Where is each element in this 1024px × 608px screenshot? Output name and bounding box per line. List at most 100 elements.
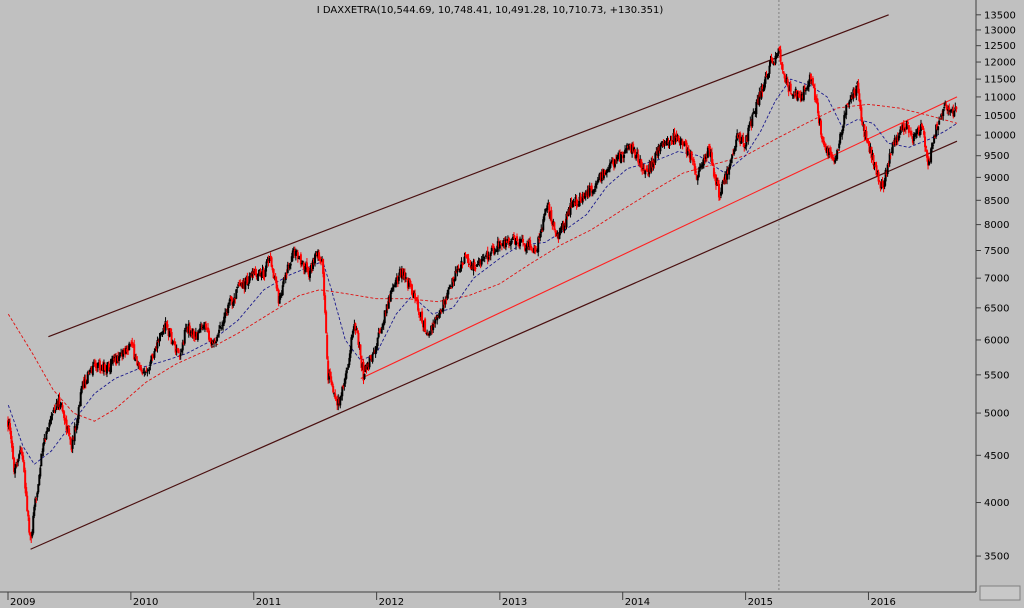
candle-body (410, 284, 413, 295)
candle-body (884, 169, 887, 182)
candle-body (251, 270, 254, 277)
candle-body (641, 166, 644, 171)
candle-body (662, 142, 665, 147)
candle-body (464, 254, 467, 257)
candle-body (35, 498, 38, 500)
candle-body (541, 230, 544, 232)
candle-body (78, 405, 81, 407)
candle-body (110, 359, 113, 373)
candle-body (191, 328, 194, 335)
candle-body (932, 144, 935, 146)
candle-body (872, 155, 875, 166)
candle-body (803, 87, 806, 90)
candle-body (338, 398, 341, 404)
candle-body (421, 311, 424, 323)
candle-body (111, 359, 114, 361)
candle-body (743, 143, 746, 148)
candle-body (637, 154, 640, 163)
candle-body (547, 203, 550, 205)
candle-body (483, 257, 486, 259)
candle-body (417, 299, 420, 311)
candle-body (281, 285, 284, 296)
candle-body (858, 93, 861, 102)
short-moving-average-line (7, 78, 958, 465)
candle-body (572, 201, 575, 203)
candle-body (944, 104, 947, 106)
candle-body (47, 428, 50, 430)
candle-body (512, 235, 515, 237)
candle-body (447, 289, 450, 295)
candle-body (136, 360, 139, 366)
candle-body (857, 82, 860, 93)
candle-body (457, 267, 460, 269)
candle-body (186, 327, 189, 332)
candle-body (337, 399, 340, 406)
candle-body (335, 397, 338, 402)
candle-body (253, 271, 256, 274)
candle-body (679, 140, 682, 145)
candle-body (642, 168, 645, 170)
candle-body (467, 258, 470, 263)
candle-body (374, 346, 377, 355)
candle-body (818, 118, 821, 125)
candle-body (875, 165, 878, 176)
candle-body (667, 140, 670, 144)
candle-body (155, 346, 158, 349)
candle-body (810, 79, 813, 81)
candle-body (674, 135, 677, 142)
candle-body (204, 323, 207, 328)
candle-body (11, 440, 14, 448)
candle-body (587, 188, 590, 196)
candle-body (724, 174, 727, 180)
candle-body (567, 208, 570, 217)
scroll-button[interactable] (979, 585, 1021, 601)
candle-body (221, 325, 224, 327)
candle-body (555, 232, 558, 237)
candle-body (874, 164, 877, 167)
candle-body (740, 141, 743, 144)
candle-body (112, 357, 115, 362)
candle-body (311, 259, 314, 270)
candle-body (826, 147, 829, 154)
candle-body (542, 219, 545, 231)
candle-body (368, 356, 371, 368)
candle-body (852, 89, 855, 99)
candle-body (722, 180, 725, 183)
y-tick-label: 9500 (984, 151, 1009, 162)
candle-body (544, 208, 547, 216)
candle-body (216, 336, 219, 342)
candle-body (346, 367, 349, 369)
candle-body (805, 88, 808, 90)
candle-body (471, 265, 474, 269)
candle-body (342, 385, 345, 388)
candle-body (160, 332, 163, 335)
candle-body (358, 345, 361, 347)
candle-body (36, 492, 39, 498)
candle-body (332, 386, 335, 393)
candle-body (276, 287, 279, 292)
candle-body (732, 153, 735, 155)
candle-body (94, 363, 97, 369)
candle-body (731, 154, 734, 159)
candle-body (479, 259, 482, 265)
candle-body (635, 155, 638, 159)
candle-body (602, 169, 605, 179)
candle-body (649, 162, 652, 172)
candle-body (821, 136, 824, 140)
candle-body (625, 149, 628, 152)
candle-body (429, 332, 432, 334)
y-tick-label: 11000 (984, 92, 1016, 103)
candle-body (694, 170, 697, 174)
candle-body (807, 81, 810, 88)
candle-body (940, 114, 943, 118)
candle-body (173, 341, 176, 346)
candle-body (634, 149, 637, 159)
candle-body (56, 403, 59, 407)
candle-body (305, 262, 308, 268)
candle-body (619, 152, 622, 162)
candle-body (565, 213, 568, 228)
candle-body (442, 299, 445, 312)
candle-body (23, 462, 26, 472)
candle-body (661, 143, 664, 145)
